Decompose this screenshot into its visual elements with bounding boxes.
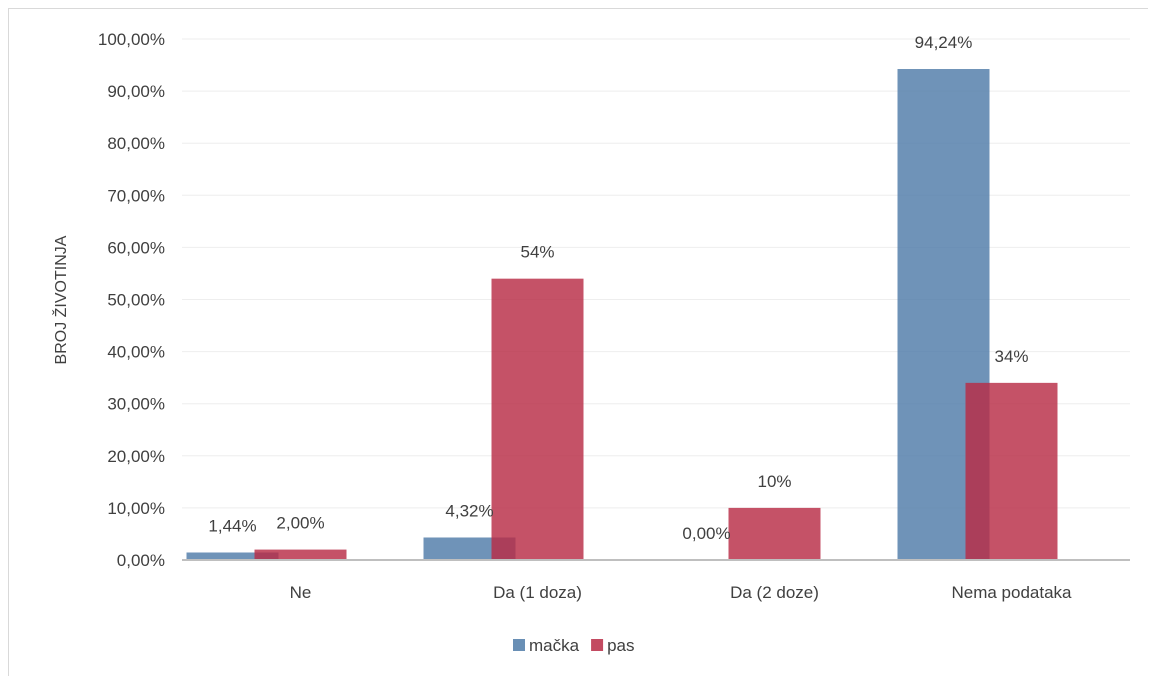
data-labels: 1,44% 2,00% 4,32% 54% 0,00% 10% 94,24% 34%: [208, 33, 1028, 543]
y-tick-label: 20,00%: [107, 447, 165, 466]
chart-frame: [8, 8, 1148, 676]
legend-swatch: [591, 639, 604, 651]
data-label: 2,00%: [276, 514, 324, 533]
y-tick-label: 10,00%: [107, 499, 165, 518]
y-tick-label: 0,00%: [117, 551, 165, 570]
y-tick-label: 40,00%: [107, 343, 165, 362]
legend-swatch: [513, 639, 525, 651]
y-tick-label: 100,00%: [98, 30, 165, 49]
data-label: 94,24%: [915, 33, 973, 52]
data-label: 54%: [520, 243, 554, 262]
y-axis-title: BROJ ŽIVOTINJA: [51, 235, 70, 364]
x-category-label: Da (2 doze): [730, 583, 819, 602]
bars: [186, 69, 1058, 561]
x-category-label: Nema podataka: [951, 583, 1072, 602]
bar-pas: [965, 382, 1058, 560]
x-axis-categories: Ne Da (1 doza) Da (2 doze) Nema podataka: [290, 583, 1072, 602]
bar-pas: [254, 549, 347, 560]
x-category-label: Da (1 doza): [493, 583, 582, 602]
y-tick-label: 90,00%: [107, 82, 165, 101]
legend-label: pas: [607, 636, 634, 655]
data-label: 10%: [757, 472, 791, 491]
data-label: 4,32%: [445, 501, 493, 520]
y-tick-label: 80,00%: [107, 134, 165, 153]
legend-label: mačka: [529, 636, 580, 655]
x-category-label: Ne: [290, 583, 312, 602]
bar-pas: [728, 507, 821, 560]
data-label: 0,00%: [682, 524, 730, 543]
bar-macka: [186, 552, 279, 560]
y-tick-label: 50,00%: [107, 291, 165, 310]
y-tick-label: 60,00%: [107, 238, 165, 257]
y-axis-ticks: 0,00% 10,00% 20,00% 30,00% 40,00% 50,00% 60,00…: [98, 30, 165, 570]
data-label: 34%: [994, 347, 1028, 366]
y-tick-label: 30,00%: [107, 395, 165, 414]
bar-pas: [491, 278, 584, 560]
data-label: 1,44%: [208, 516, 256, 535]
y-tick-label: 70,00%: [107, 186, 165, 205]
legend: mačka pas: [513, 636, 635, 655]
